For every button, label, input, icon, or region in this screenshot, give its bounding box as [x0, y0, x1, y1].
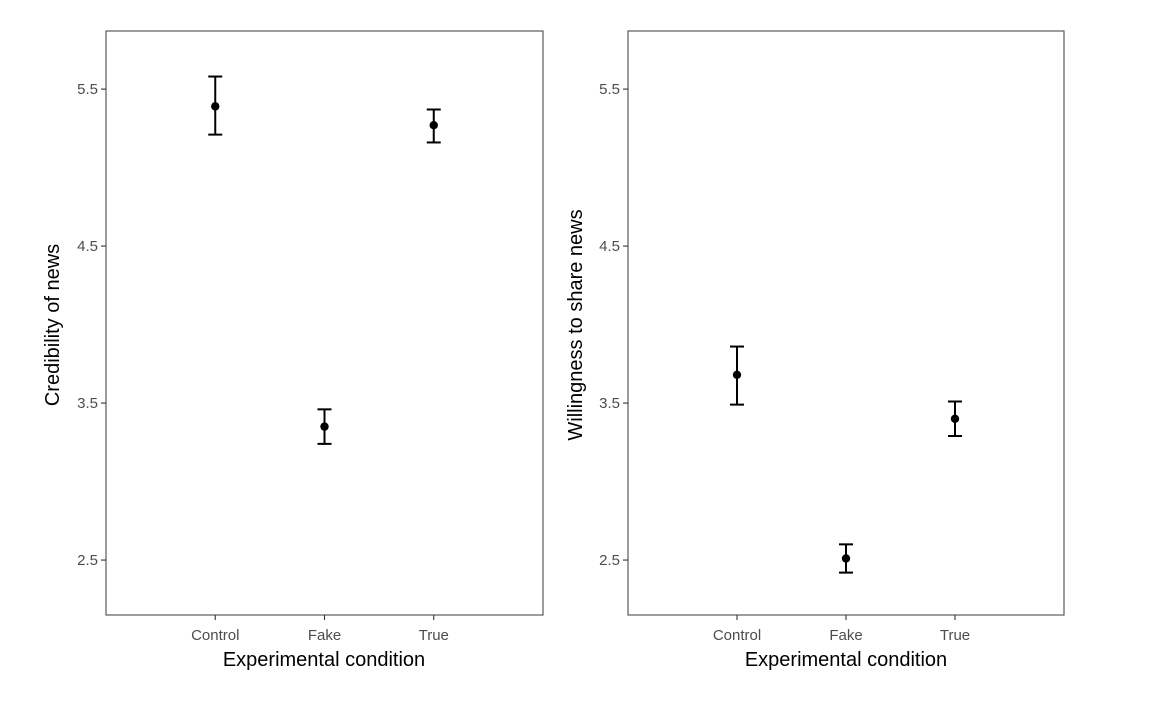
data-point: [320, 422, 329, 431]
y-axis-ticks: 2.5 3.5 4.5 5.5: [77, 81, 106, 569]
x-axis-title: Experimental condition: [223, 649, 425, 671]
y-tick-label: 5.5: [599, 81, 620, 98]
y-axis-ticks: 2.5 3.5 4.5 5.5: [599, 81, 628, 569]
x-tick-label: True: [419, 627, 449, 644]
data-point: [211, 102, 220, 111]
x-axis-ticks: Control Fake True: [191, 615, 449, 644]
panel-border: [105, 30, 544, 616]
x-axis-title: Experimental condition: [745, 649, 947, 671]
x-tick-label: Control: [191, 627, 239, 644]
data-point: [429, 120, 438, 130]
y-axis-title: Credibility of news: [42, 244, 64, 406]
x-tick-label: Control: [713, 627, 761, 644]
y-tick-label: 2.5: [599, 552, 620, 569]
x-axis-ticks: Control Fake True: [713, 615, 970, 644]
data-point: [841, 554, 851, 563]
y-tick-label: 5.5: [77, 81, 98, 98]
x-tick-label: True: [940, 627, 970, 644]
y-tick-label: 2.5: [77, 552, 98, 569]
x-tick-label: Fake: [829, 627, 862, 644]
y-tick-label: 3.5: [77, 395, 98, 412]
y-axis-title: Willingness to share news: [565, 209, 587, 440]
y-tick-label: 4.5: [77, 238, 98, 255]
y-tick-label: 4.5: [599, 238, 620, 255]
panel-credibility: 2.5 3.5 4.5 5.5 Control Fake True Experimenta…: [42, 30, 544, 671]
data-point: [950, 414, 960, 423]
data-point: [732, 370, 742, 380]
data-marks: [730, 345, 962, 574]
panel-border: [627, 30, 1065, 616]
data-marks: [208, 75, 441, 445]
x-tick-label: Fake: [308, 627, 341, 644]
y-tick-label: 3.5: [599, 395, 620, 412]
panel-willingness: 2.5 3.5 4.5 5.5 Control Fake True Experimenta…: [565, 30, 1065, 671]
